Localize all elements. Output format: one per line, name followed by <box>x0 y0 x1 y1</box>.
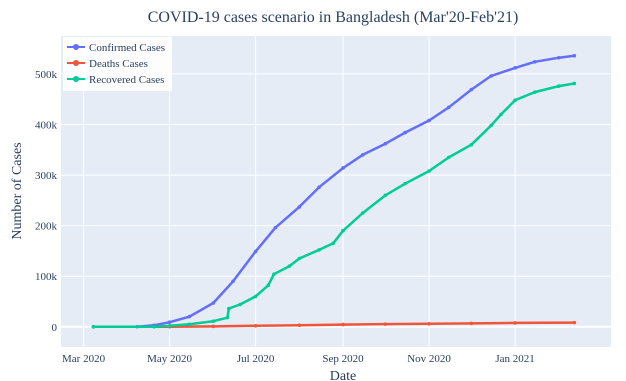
series-confirmed-cases <box>91 53 577 329</box>
series-line <box>92 82 576 329</box>
y-tick-label: 200k <box>35 221 58 233</box>
y-axis-ticks: 0 100k 200k 300k 400k 500k <box>35 69 58 334</box>
data-point <box>469 87 474 92</box>
data-point <box>383 193 388 198</box>
legend-item: Deaths Cases <box>67 58 148 70</box>
data-point <box>341 166 345 170</box>
data-point <box>341 322 345 327</box>
data-point <box>297 205 302 209</box>
data-point <box>211 319 216 324</box>
data-point <box>513 66 517 70</box>
data-point <box>360 153 365 157</box>
data-point <box>403 130 407 135</box>
y-tick-label: 400k <box>35 119 58 131</box>
data-point <box>91 324 96 329</box>
data-point <box>427 118 431 123</box>
y-tick-label: 100k <box>35 271 58 283</box>
data-point <box>533 90 537 94</box>
data-point <box>152 324 156 329</box>
data-point <box>273 225 278 230</box>
y-tick-label: 500k <box>35 69 58 81</box>
series-lines <box>91 53 577 329</box>
legend-label: Recovered Cases <box>89 74 164 86</box>
y-tick-label: 300k <box>35 170 58 182</box>
data-point <box>272 272 276 276</box>
data-point <box>572 320 577 325</box>
data-point <box>317 248 321 252</box>
data-point <box>572 81 577 86</box>
chart-title: COVID-19 cases scenario in Bangladesh (M… <box>148 9 519 26</box>
legend-item: Recovered Cases <box>67 74 164 86</box>
data-point <box>211 301 216 305</box>
data-point <box>513 321 517 325</box>
data-point <box>469 321 474 326</box>
data-point <box>383 141 388 146</box>
data-point <box>187 322 192 327</box>
x-tick-label: Sep 2020 <box>322 353 364 365</box>
legend[interactable]: Confirmed Cases Deaths Cases Recovered Cas… <box>63 37 172 91</box>
data-point <box>253 324 258 328</box>
x-tick-label: Mar 2020 <box>62 353 106 365</box>
legend-label: Deaths Cases <box>89 58 148 70</box>
data-point <box>513 98 517 103</box>
x-tick-label: Nov 2020 <box>407 353 451 365</box>
data-point <box>499 112 503 117</box>
data-point <box>489 74 493 78</box>
data-point <box>187 314 192 319</box>
data-point <box>225 315 230 320</box>
data-point <box>360 211 365 215</box>
data-point <box>167 323 172 328</box>
series-recovered-cases <box>91 81 577 329</box>
x-tick-label: May 2020 <box>147 353 192 365</box>
legend-item: Confirmed Cases <box>67 42 165 54</box>
data-point <box>253 294 258 299</box>
data-point <box>297 256 302 261</box>
data-point <box>447 155 451 160</box>
data-point <box>341 228 345 233</box>
data-point <box>557 84 561 88</box>
data-point <box>331 241 335 246</box>
data-point <box>489 123 493 128</box>
data-point <box>231 279 235 284</box>
data-point <box>317 185 321 190</box>
data-point <box>211 324 216 329</box>
y-tick-label: 0 <box>52 322 58 334</box>
x-axis-title: Date <box>330 369 356 381</box>
data-point <box>427 321 431 326</box>
data-point <box>297 323 302 328</box>
data-point <box>533 59 537 64</box>
data-point <box>557 55 561 60</box>
data-point <box>227 306 231 311</box>
legend-marker <box>73 76 79 82</box>
data-point <box>447 105 451 110</box>
data-point <box>167 320 172 325</box>
legend-marker <box>73 44 79 50</box>
data-point <box>427 169 431 173</box>
data-point <box>287 264 292 268</box>
data-point <box>253 249 258 254</box>
legend-items: Confirmed Cases Deaths Cases Recovered Cas… <box>67 42 165 86</box>
x-tick-label: Jan 2021 <box>495 353 534 365</box>
data-point <box>383 322 388 326</box>
data-point <box>238 302 242 307</box>
y-axis-title: Number of Cases <box>10 142 25 239</box>
x-tick-label: Jul 2020 <box>237 353 275 365</box>
x-axis-ticks: Mar 2020 May 2020 Jul 2020 Sep 2020 Nov 2020… <box>62 353 535 365</box>
legend-label: Confirmed Cases <box>89 42 165 54</box>
data-point <box>403 181 407 186</box>
data-point <box>266 283 271 288</box>
data-point <box>572 53 577 58</box>
data-point <box>469 142 474 147</box>
legend-marker <box>73 60 79 66</box>
